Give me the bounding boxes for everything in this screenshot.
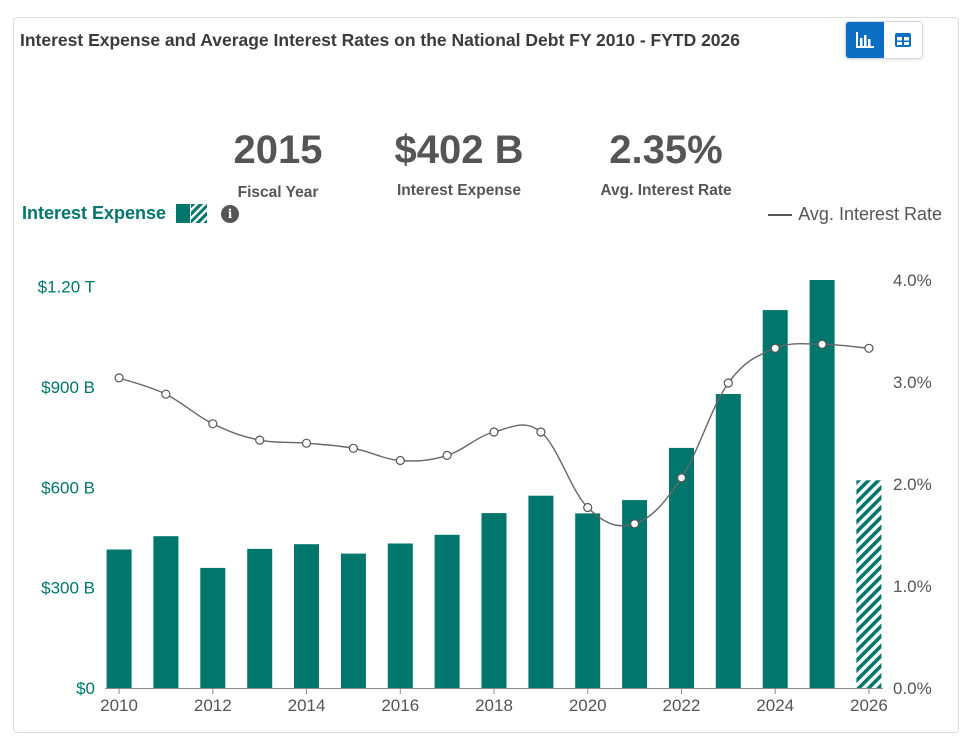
bar-2017[interactable] [434,534,460,688]
left-axis-label-3: $900 B [41,378,95,397]
avg-rate-stat: 2.35% Avg. Interest Rate [586,130,746,200]
info-icon[interactable]: i [221,204,240,223]
avg-rate-value: 2.35% [609,128,723,172]
rate-point-2010[interactable] [114,373,124,383]
left-axis-label-2: $600 B [41,478,95,497]
avg-interest-rate-line [118,343,869,527]
right-axis-label-0: 0.0% [893,679,932,698]
chart-title: Interest Expense and Average Interest Ra… [20,30,741,50]
rate-point-2012[interactable] [208,419,218,429]
table-view-button[interactable] [884,22,922,58]
x-tick-label-2026: 2026 [850,696,888,715]
right-axis-label-3: 3.0% [893,373,932,392]
interest-expense-stat: $402 B Interest Expense [379,130,539,200]
rate-point-2014[interactable] [301,438,312,448]
view-toggle [845,21,923,59]
legend-solid-swatch [176,204,191,223]
bar-2022[interactable] [669,447,694,688]
x-tick-label-2014: 2014 [288,696,326,715]
legend-line-swatch [768,213,793,216]
fiscal-year-label: Fiscal Year [237,184,319,201]
left-axis-label-1: $300 B [41,579,95,598]
bar-2014[interactable] [294,544,319,688]
legend-hatched-swatch [191,204,208,223]
fiscal-year-value: 2015 [233,128,323,172]
left-axis-label-4: $1.20 T [38,278,95,297]
bar-2018[interactable] [481,513,507,688]
bar-2024[interactable] [762,310,788,688]
legend-avg-rate-label: Avg. Interest Rate [798,204,942,224]
bar-2013[interactable] [247,548,273,688]
bar-2010[interactable] [106,549,132,689]
bar-2020[interactable] [575,513,601,688]
right-axis-label-1: 1.0% [893,577,932,596]
avg-rate-label: Avg. Interest Rate [600,182,732,199]
x-tick-label-2012: 2012 [194,696,232,715]
bar-2012[interactable] [200,567,226,688]
x-tick-label-2020: 2020 [569,696,607,715]
interest-expense-label: Interest Expense [396,182,522,199]
interest-expense-value: $402 B [394,128,524,172]
bar-2023[interactable] [715,394,741,688]
left-axis-label-0: $0 [76,679,95,698]
rate-point-2016[interactable] [395,455,405,466]
x-tick-label-2022: 2022 [663,696,701,715]
rate-point-2025[interactable] [817,339,827,349]
rate-point-2018[interactable] [489,427,499,437]
rate-point-2024[interactable] [770,343,780,353]
x-tick-label-2016: 2016 [381,696,419,715]
x-tick-label-2024: 2024 [756,696,794,715]
x-tick-label-2010: 2010 [100,696,138,715]
bar-2019[interactable] [528,495,554,688]
bar-2021[interactable] [622,500,648,688]
rate-point-2021[interactable] [629,519,640,529]
right-axis-label-4: 4.0% [893,271,932,290]
chart-view-button[interactable] [846,22,884,58]
rate-point-2019[interactable] [536,427,546,437]
rate-point-2023[interactable] [723,378,733,388]
bar-2011[interactable] [153,536,179,688]
rate-point-2017[interactable] [442,450,452,460]
bar-2015[interactable] [340,553,366,688]
rate-point-2015[interactable] [348,443,358,453]
rate-point-2022[interactable] [676,473,687,483]
bar-chart-icon [856,32,874,48]
fiscal-year-stat: 2015 Fiscal Year [218,130,338,202]
rate-point-2011[interactable] [161,389,171,399]
legend-interest-expense: Interest Expense i [22,203,240,224]
legend-avg-rate: Avg. Interest Rate [768,204,942,225]
bar-2016[interactable] [387,543,413,689]
rate-point-2013[interactable] [255,435,265,445]
rate-point-2020[interactable] [583,502,593,513]
x-tick-label-2018: 2018 [475,696,513,715]
bar-2026[interactable] [856,480,882,688]
table-icon [895,33,911,47]
rate-point-2026[interactable] [864,343,874,353]
legend-interest-expense-label: Interest Expense [22,203,167,223]
right-axis-label-2: 2.0% [893,475,932,494]
